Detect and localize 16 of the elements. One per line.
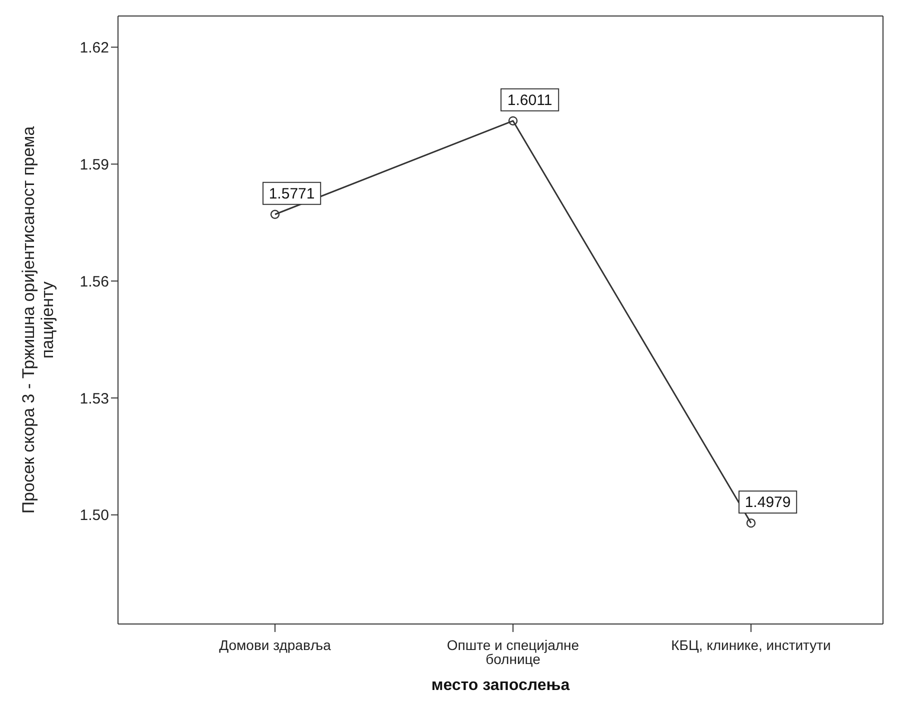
x-tick-label: Опште и специјалне болнице — [446, 636, 580, 667]
data-label: 1.6011 — [507, 92, 552, 109]
point — [508, 116, 518, 126]
y-tick-label: 1.50 — [80, 507, 109, 524]
y-axis-title: Просек скора 3 - Тржишна оријентисаност према пацијенту — [19, 126, 57, 514]
x-tick-label: КБЦ, клинике, институти — [671, 636, 831, 653]
data-label: 1.4979 — [744, 494, 791, 512]
point — [270, 210, 280, 219]
data-label: 1.5771 — [268, 185, 315, 202]
x-axis-title: место запослења — [431, 677, 570, 694]
y-tick-label: 1.56 — [80, 273, 109, 290]
y-tick-label: 1.59 — [80, 156, 109, 174]
y-tick-label: 1.53 — [80, 390, 109, 408]
y-tick-label: 1.62 — [80, 40, 109, 57]
x-tick-label: Домови здравља — [219, 636, 332, 653]
point — [746, 518, 756, 528]
